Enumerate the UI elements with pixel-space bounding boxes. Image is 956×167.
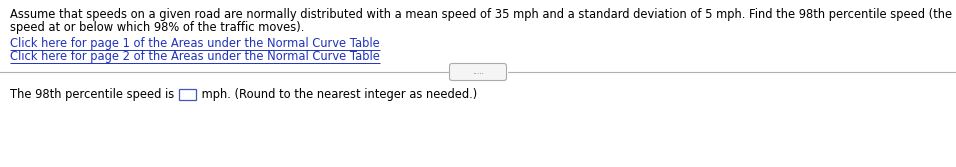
Bar bbox=[449, 65, 507, 79]
Text: Assume that speeds on a given road are normally distributed with a mean speed of: Assume that speeds on a given road are n… bbox=[10, 8, 952, 21]
Text: The 98th percentile speed is: The 98th percentile speed is bbox=[10, 88, 178, 101]
Text: Click here for page 2 of the Areas under the Normal Curve Table: Click here for page 2 of the Areas under… bbox=[10, 50, 380, 63]
Text: speed at or below which 98% of the traffic moves).: speed at or below which 98% of the traff… bbox=[10, 21, 304, 34]
Text: .....: ..... bbox=[472, 67, 484, 76]
FancyBboxPatch shape bbox=[449, 63, 507, 80]
Text: mph. (Round to the nearest integer as needed.): mph. (Round to the nearest integer as ne… bbox=[198, 88, 477, 101]
Bar bbox=[179, 89, 196, 100]
Text: Click here for page 1 of the Areas under the Normal Curve Table: Click here for page 1 of the Areas under… bbox=[10, 37, 380, 50]
